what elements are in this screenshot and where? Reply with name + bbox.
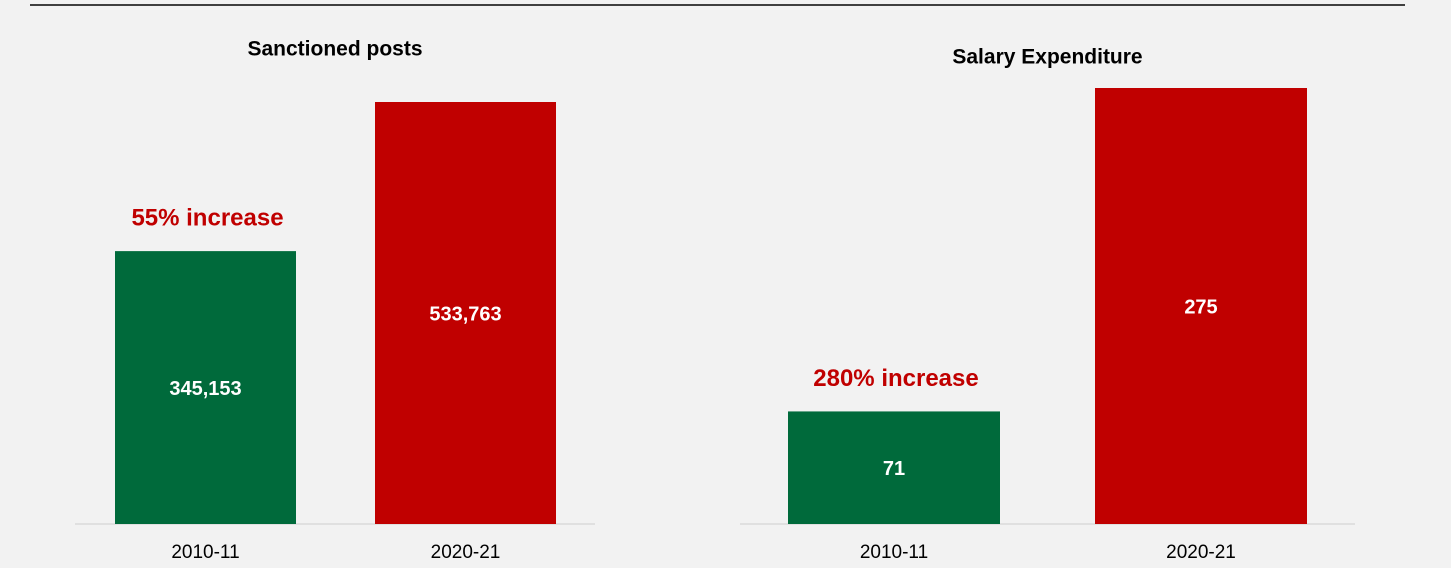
value-label: 275 bbox=[1184, 296, 1217, 318]
value-label: 533,763 bbox=[429, 303, 501, 325]
x-tick-label: 2020-21 bbox=[1166, 542, 1236, 563]
x-tick-label: 2010-11 bbox=[171, 542, 239, 563]
bar bbox=[375, 102, 556, 524]
bar bbox=[788, 411, 1000, 524]
annotation: 55% increase bbox=[131, 204, 283, 231]
x-tick-label: 2010-11 bbox=[860, 542, 928, 563]
x-tick-label: 2020-21 bbox=[431, 542, 501, 563]
value-label: 345,153 bbox=[169, 378, 241, 400]
annotation: 280% increase bbox=[813, 365, 978, 392]
chart-title: Salary Expenditure bbox=[952, 46, 1142, 69]
bar bbox=[115, 251, 296, 524]
bar bbox=[1095, 88, 1307, 524]
chart-title: Sanctioned posts bbox=[247, 38, 422, 61]
value-label: 71 bbox=[883, 458, 905, 480]
